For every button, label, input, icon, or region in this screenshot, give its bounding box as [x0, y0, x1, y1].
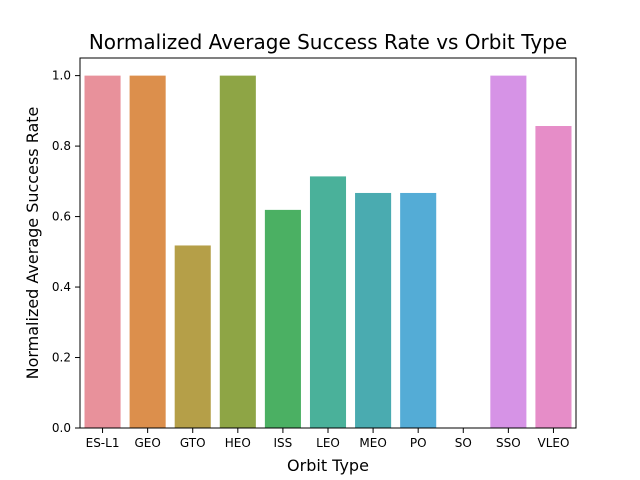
x-tick-label: GEO: [134, 436, 160, 450]
x-tick-label: GTO: [180, 436, 206, 450]
x-tick-label: ES-L1: [86, 436, 120, 450]
bar-iss: [264, 209, 301, 428]
y-tick-label: 0.0: [52, 421, 71, 435]
bar-po: [400, 192, 437, 428]
y-tick-label: 0.8: [52, 139, 71, 153]
y-tick-label: 0.4: [52, 280, 71, 294]
bar-sso: [490, 75, 527, 428]
bar-leo: [309, 176, 347, 428]
y-tick-label: 0.2: [52, 351, 71, 365]
y-tick-label: 0.6: [52, 210, 71, 224]
y-axis-ticks: 0.0 0.2 0.4 0.6 0.8 1.0: [52, 69, 80, 435]
x-tick-label: SO: [455, 436, 472, 450]
plot-frame: [79, 57, 577, 429]
bar-heo: [219, 75, 256, 428]
x-axis-ticks: ES-L1 GEO GTO HEO ISS LEO MEO PO SO SSO VLEO: [86, 428, 569, 450]
x-axis-label: Orbit Type: [287, 456, 369, 475]
bar-es-l1: [84, 75, 121, 428]
bar-geo: [129, 75, 166, 428]
x-tick-label: VLEO: [537, 436, 569, 450]
bar-vleo: [535, 126, 572, 428]
x-tick-label: MEO: [359, 436, 386, 450]
chart-title: Normalized Average Success Rate vs Orbit…: [89, 30, 567, 54]
x-tick-label: LEO: [316, 436, 340, 450]
x-tick-label: HEO: [225, 436, 251, 450]
bar-meo: [355, 192, 392, 428]
y-axis-label: Normalized Average Success Rate: [23, 107, 42, 380]
x-tick-label: ISS: [274, 436, 293, 450]
bars-group: [84, 75, 572, 428]
x-tick-label: PO: [410, 436, 427, 450]
y-tick-label: 1.0: [52, 69, 71, 83]
bar-gto: [174, 245, 211, 428]
x-tick-label: SSO: [496, 436, 521, 450]
